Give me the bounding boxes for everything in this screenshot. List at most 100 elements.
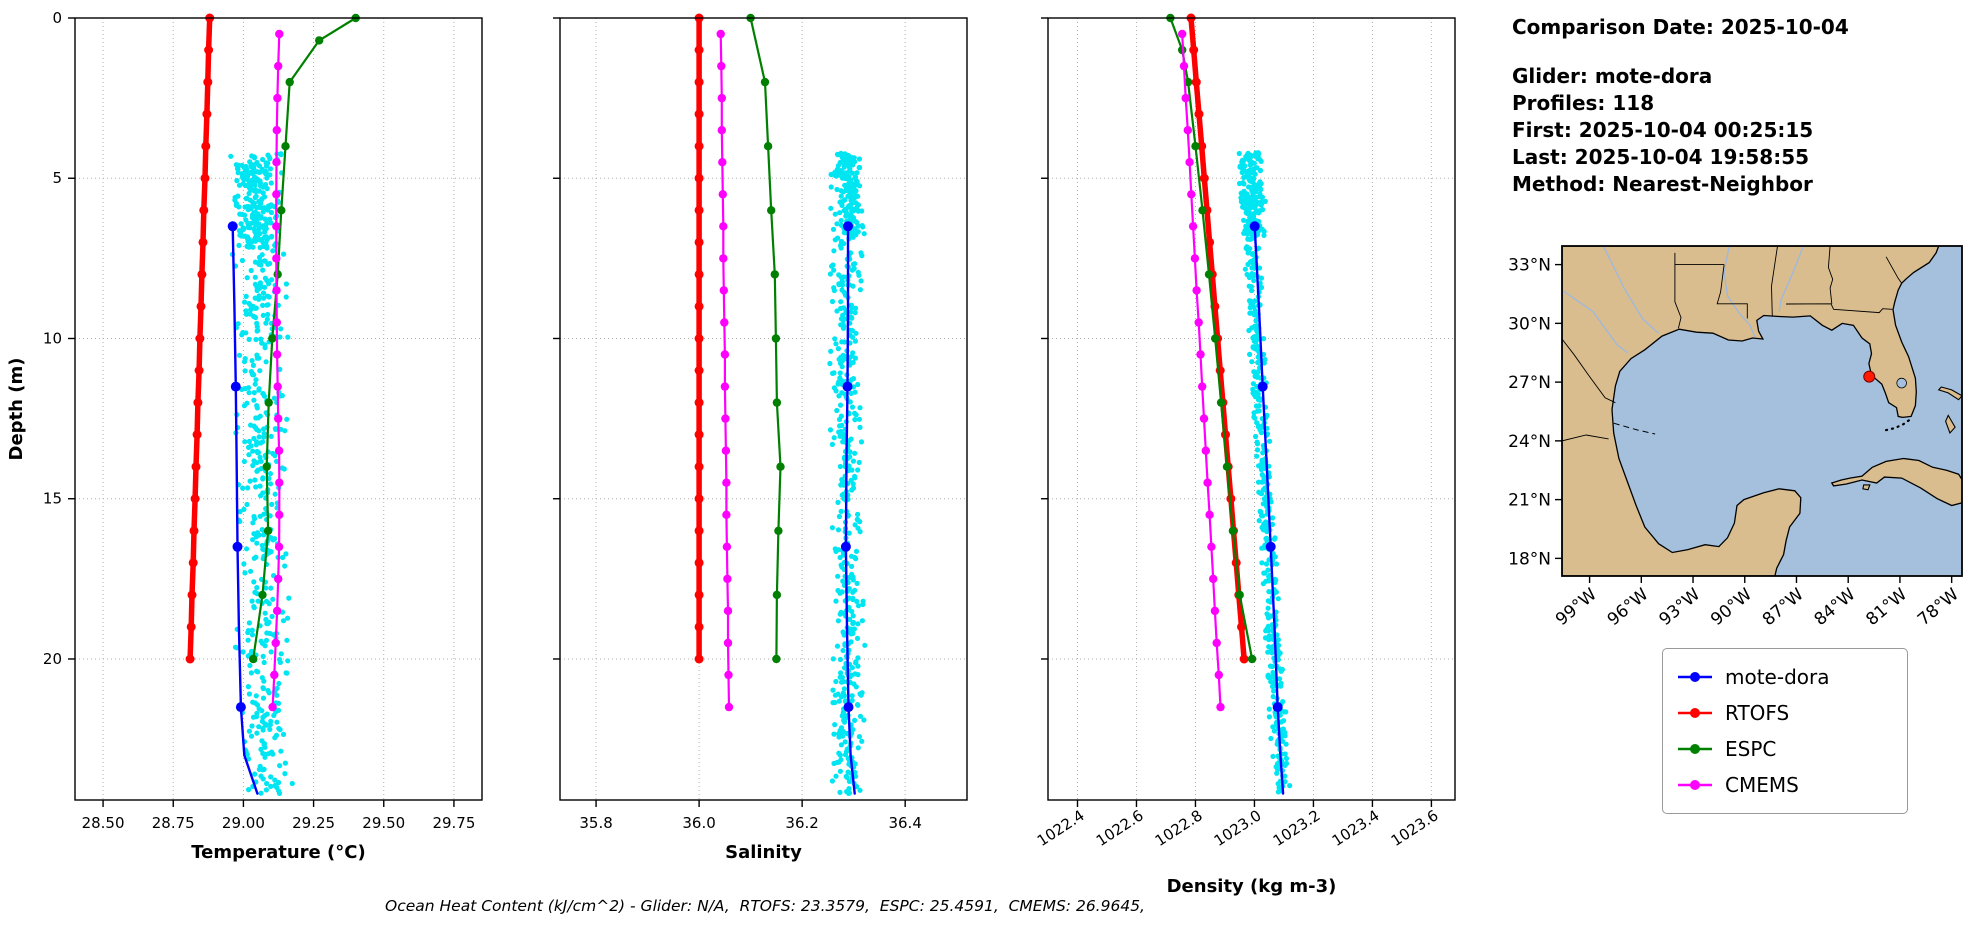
map-border [1716,264,1748,319]
legend-sample-line-dot-icon [1678,780,1712,790]
svg-text:1022.8: 1022.8 [1152,806,1206,850]
map-island [1937,386,1962,401]
svg-text:99°W: 99°W [1552,584,1601,630]
density-glider-scatter [1236,150,1293,795]
salinity-panel: 35.8 36.0 36.2 36.4 Salinity [553,13,968,863]
svg-text:93°W: 93°W [1655,584,1704,630]
temperature-ESPC [249,13,360,664]
legend-sample-line-dot-icon [1678,708,1712,718]
legend-label: CMEMS [1725,773,1799,797]
svg-text:35.8: 35.8 [579,814,612,832]
svg-text:33°N: 33°N [1508,256,1551,276]
temperature-CMEMS [268,29,284,712]
svg-text:20: 20 [43,650,62,668]
legend-sample-line-dot-icon [1678,672,1712,682]
map-river [1562,289,1628,354]
map-lake-okeechobee [1896,377,1907,389]
svg-text:78°W: 78°W [1914,584,1963,630]
svg-text:29.75: 29.75 [432,814,475,832]
map-island [1862,484,1871,491]
svg-text:29.00: 29.00 [222,814,265,832]
svg-text:5: 5 [52,169,62,187]
map-border [1562,338,1616,404]
svg-text:10: 10 [43,329,62,347]
legend-item-cmems: CMEMS [1677,767,1893,803]
svg-text:90°W: 90°W [1707,584,1756,630]
map-border [1771,246,1778,317]
legend-item-espc: ESPC [1677,731,1893,767]
temperature-xlabel: Temperature (°C) [191,842,365,863]
svg-text:1023.4: 1023.4 [1329,806,1383,850]
salinity-xlabel: Salinity [725,842,802,863]
gulf-of-mexico-map: 99°W 96°W 93°W 90°W 87°W 84°W 81°W 78°W 33°N 30°N… [1508,245,1963,630]
legend-sample-line-dot-icon [1678,744,1712,754]
map-border [1885,256,1903,284]
ocean-heat-content-caption: Ocean Heat Content (kJ/cm^2) - Glider: N… [385,897,1145,915]
svg-text:29.50: 29.50 [362,814,405,832]
first-profile-text: First: 2025-10-04 00:25:15 [1512,118,1814,142]
temperature-mote-dora [227,221,259,795]
density-CMEMS [1178,29,1225,712]
glider-location-marker [1863,370,1876,383]
salinity-RTOFS [694,13,704,664]
map-border [1674,252,1682,329]
last-profile-text: Last: 2025-10-04 19:58:55 [1512,145,1810,169]
map-maritime-boundary [1613,422,1656,435]
map-island [1945,414,1956,435]
density-mote-dora [1249,221,1285,795]
svg-text:24°N: 24°N [1508,432,1551,452]
temperature-panel: 28.50 28.75 29.00 29.25 29.50 29.75 0 5 10 15 20 Te… [6,9,483,863]
legend-label: RTOFS [1725,701,1790,725]
density-panel: 1022.4 1022.6 1022.8 1023.0 1023.2 1023.4 1023… [1034,13,1456,897]
svg-text:1023.0: 1023.0 [1211,806,1265,850]
svg-text:84°W: 84°W [1811,584,1860,630]
depth-ylabel: Depth (m) [6,358,27,461]
map-florida-keys [1885,418,1912,432]
map-cuba [1830,457,1962,507]
info-panel: Comparison Date: 2025-10-04 Glider: mote… [1512,14,1849,198]
glider-name-text: Glider: mote-dora [1512,64,1713,88]
map-frame [1561,245,1963,577]
svg-text:15: 15 [43,490,62,508]
map-border [1786,303,1893,314]
svg-text:30°N: 30°N [1508,314,1551,334]
svg-text:28.50: 28.50 [82,814,125,832]
density-ESPC [1166,13,1257,664]
svg-text:36.2: 36.2 [785,814,818,832]
svg-text:28.75: 28.75 [152,814,195,832]
map-border [1827,246,1834,304]
profiles-count-text: Profiles: 118 [1512,91,1655,115]
svg-text:36.0: 36.0 [682,814,715,832]
map-border [1562,434,1609,442]
svg-text:27°N: 27°N [1508,373,1551,393]
svg-text:1023.6: 1023.6 [1388,806,1442,850]
legend: mote-dora RTOFS ESPC CMEMS [1662,648,1908,814]
svg-text:29.25: 29.25 [292,814,335,832]
svg-text:36.4: 36.4 [888,814,921,832]
map-river [1778,246,1805,312]
svg-text:1023.2: 1023.2 [1270,806,1324,850]
svg-text:0: 0 [52,9,62,27]
salinity-mote-dora [840,221,856,795]
svg-text:21°N: 21°N [1508,491,1551,511]
map-mainland [1562,246,1940,576]
svg-text:1022.4: 1022.4 [1034,806,1088,850]
info-gap [1512,41,1849,63]
legend-label: ESPC [1725,737,1777,761]
comparison-date-text: Comparison Date: 2025-10-04 [1512,15,1849,39]
density-xlabel: Density (kg m-3) [1167,876,1337,897]
salinity-ESPC [746,13,785,664]
legend-item-mote-dora: mote-dora [1677,659,1893,695]
legend-item-rtofs: RTOFS [1677,695,1893,731]
temperature-glider-scatter [228,151,295,797]
map-river [1602,246,1660,334]
svg-text:81°W: 81°W [1862,584,1911,630]
svg-text:87°W: 87°W [1759,584,1808,630]
map-river [1723,246,1756,338]
salinity-CMEMS [716,29,734,712]
method-text: Method: Nearest-Neighbor [1512,172,1813,196]
svg-text:1022.6: 1022.6 [1093,806,1147,850]
svg-text:18°N: 18°N [1508,549,1551,569]
